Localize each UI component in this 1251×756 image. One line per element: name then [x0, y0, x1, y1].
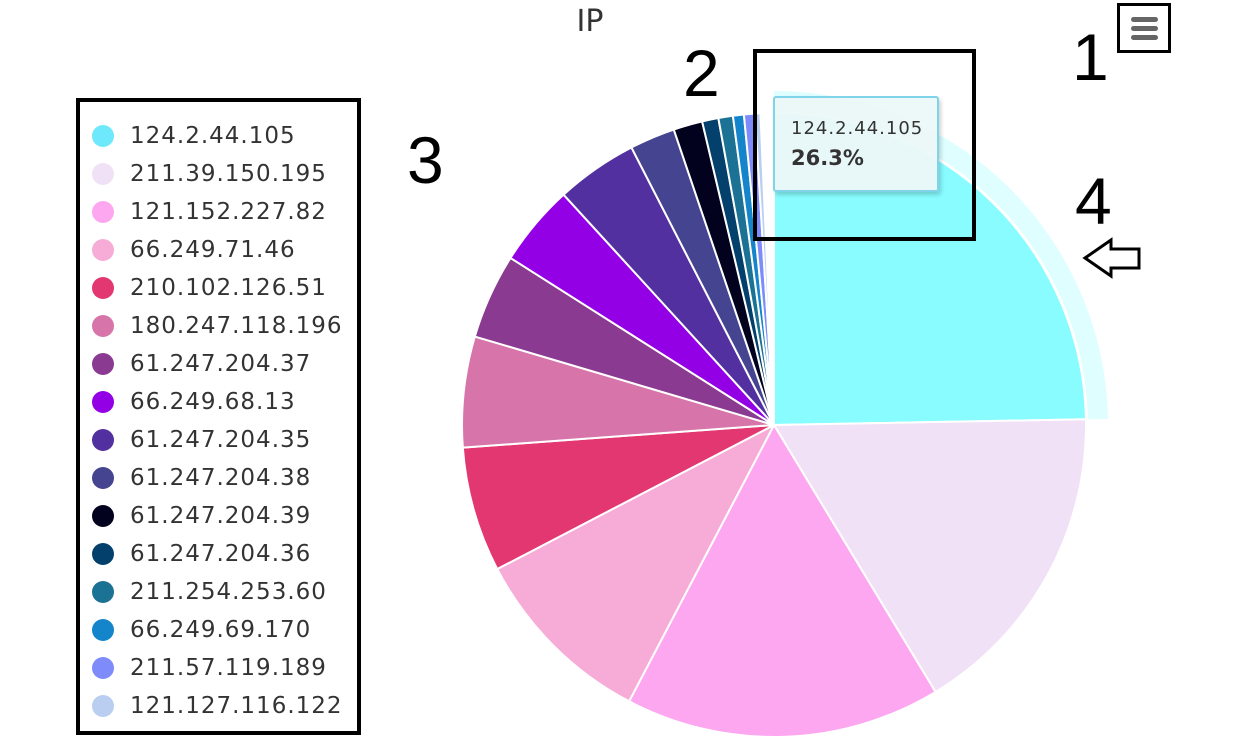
- legend-item[interactable]: 121.127.116.122: [92, 691, 343, 721]
- legend-item[interactable]: 211.57.119.189: [92, 653, 327, 683]
- legend-marker-icon: [92, 277, 114, 299]
- hamburger-menu-icon: [1131, 17, 1158, 22]
- legend-label: 121.152.227.82: [130, 199, 327, 225]
- legend-label: 210.102.126.51: [130, 275, 327, 301]
- legend-marker-icon: [92, 505, 114, 527]
- pie-slice-hover-halo: [774, 91, 1108, 420]
- legend-marker-icon: [92, 543, 114, 565]
- legend-item[interactable]: 61.247.204.35: [92, 425, 311, 455]
- legend-item[interactable]: 61.247.204.36: [92, 539, 311, 569]
- legend-item[interactable]: 211.39.150.195: [92, 159, 327, 189]
- annotation-number-3: 3: [407, 123, 444, 197]
- legend-marker-icon: [92, 353, 114, 375]
- legend-item[interactable]: 121.152.227.82: [92, 197, 327, 227]
- legend-item[interactable]: 66.249.68.13: [92, 387, 296, 417]
- legend-label: 61.247.204.36: [130, 541, 312, 567]
- legend-label: 211.254.253.60: [130, 579, 327, 605]
- annotation-number-1: 1: [1072, 20, 1109, 94]
- legend-marker-icon: [92, 657, 114, 679]
- chart-title: IP: [576, 4, 604, 39]
- legend-item[interactable]: 61.247.204.38: [92, 463, 311, 493]
- legend-item[interactable]: 61.247.204.39: [92, 501, 311, 531]
- pie-slice-66-249-71-46[interactable]: [496, 424, 775, 703]
- legend-label: 180.247.118.196: [130, 313, 343, 339]
- legend-label: 211.57.119.189: [130, 655, 327, 681]
- tooltip-category: 124.2.44.105: [791, 118, 924, 139]
- pie-slice-211-39-150-195[interactable]: [773, 418, 1087, 693]
- legend-marker-icon: [92, 619, 114, 641]
- chart-legend: 124.2.44.105 211.39.150.195 121.152.227.82…: [76, 98, 361, 735]
- legend-marker-icon: [92, 163, 114, 185]
- legend-label: 121.127.116.122: [130, 693, 343, 719]
- legend-item[interactable]: 66.249.69.170: [92, 615, 311, 645]
- legend-label: 124.2.44.105: [130, 123, 296, 149]
- legend-marker-icon: [92, 125, 114, 147]
- tooltip-value: 26.3%: [791, 146, 864, 170]
- legend-label: 61.247.204.37: [130, 351, 312, 377]
- legend-marker-icon: [92, 695, 114, 717]
- legend-label: 61.247.204.38: [130, 465, 312, 491]
- chart-menu-button[interactable]: [1117, 3, 1171, 53]
- legend-label: 66.249.71.46: [130, 237, 296, 263]
- legend-marker-icon: [92, 391, 114, 413]
- legend-item[interactable]: 124.2.44.105: [92, 121, 296, 151]
- legend-item[interactable]: 61.247.204.37: [92, 349, 311, 379]
- legend-marker-icon: [92, 239, 114, 261]
- annotation-number-4: 4: [1075, 164, 1112, 238]
- legend-marker-icon: [92, 467, 114, 489]
- legend-label: 61.247.204.39: [130, 503, 312, 529]
- chart-tooltip: 124.2.44.105 26.3%: [773, 96, 939, 192]
- legend-item[interactable]: 180.247.118.196: [92, 311, 343, 341]
- left-arrow-outline-icon: [1082, 237, 1141, 279]
- pie-slice-210-102-126-51[interactable]: [461, 424, 775, 571]
- legend-marker-icon: [92, 201, 114, 223]
- legend-label: 61.247.204.35: [130, 427, 312, 453]
- pie-slice-121-152-227-82[interactable]: [628, 424, 937, 738]
- legend-marker-icon: [92, 315, 114, 337]
- hamburger-menu-icon-bar: [1131, 26, 1158, 31]
- legend-marker-icon: [92, 581, 114, 603]
- hamburger-menu-icon-bar: [1131, 35, 1158, 40]
- legend-label: 211.39.150.195: [130, 161, 327, 187]
- legend-item[interactable]: 66.249.71.46: [92, 235, 296, 265]
- legend-item[interactable]: 211.254.253.60: [92, 577, 327, 607]
- legend-label: 66.249.68.13: [130, 389, 296, 415]
- legend-marker-icon: [92, 429, 114, 451]
- legend-label: 66.249.69.170: [130, 617, 312, 643]
- annotation-number-2: 2: [683, 36, 720, 110]
- legend-item[interactable]: 210.102.126.51: [92, 273, 327, 303]
